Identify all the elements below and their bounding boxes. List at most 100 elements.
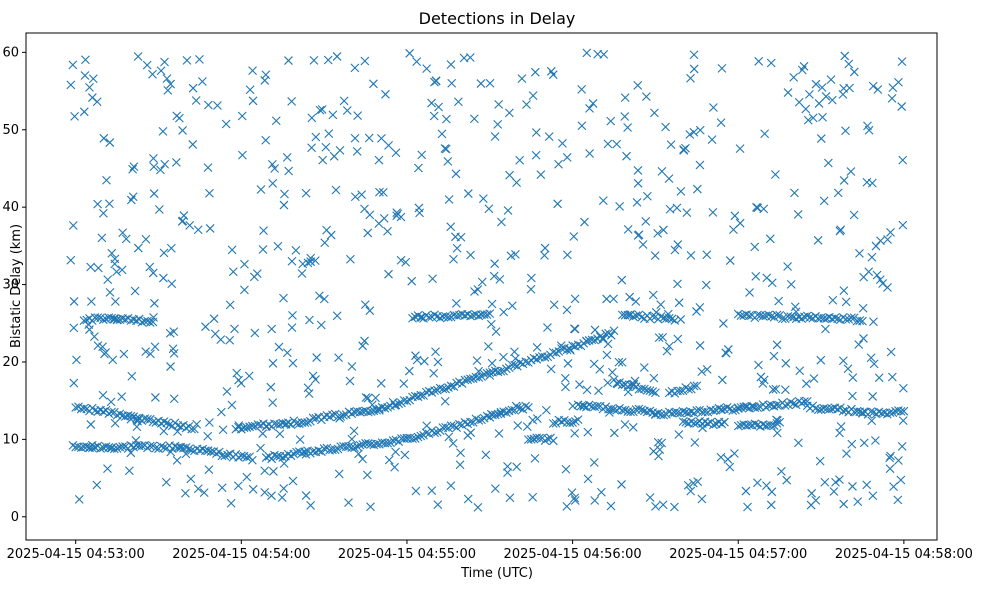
detection-point xyxy=(288,358,298,368)
detection-point xyxy=(774,296,784,306)
detection-point xyxy=(648,290,658,300)
detection-point xyxy=(128,192,138,202)
detection-point xyxy=(623,387,633,397)
detection-point xyxy=(312,353,322,362)
detection-point xyxy=(771,384,781,394)
detection-point xyxy=(268,179,278,188)
detection-point xyxy=(811,79,821,89)
detection-point xyxy=(98,407,108,417)
detection-point xyxy=(193,225,203,235)
detection-point xyxy=(871,436,880,445)
detection-point xyxy=(413,392,423,402)
detection-point xyxy=(101,348,111,357)
detection-point xyxy=(87,297,96,306)
detection-point xyxy=(540,251,549,260)
data-points xyxy=(66,48,909,512)
detection-point xyxy=(663,309,673,319)
chart-title: Detections in Delay xyxy=(419,9,576,28)
detection-point xyxy=(446,60,456,69)
detection-point xyxy=(456,448,465,458)
detection-point xyxy=(350,443,359,453)
detection-point xyxy=(789,399,798,409)
detection-point xyxy=(626,407,635,417)
detection-point xyxy=(378,187,388,197)
detection-point xyxy=(372,405,381,415)
detection-point xyxy=(819,403,829,413)
detection-point xyxy=(617,275,627,285)
detection-point xyxy=(181,449,191,459)
detection-point xyxy=(310,256,320,265)
detection-point xyxy=(217,483,227,493)
detection-point xyxy=(573,340,583,350)
x-axis-ticks: 2025-04-15 04:53:00 2025-04-15 04:54:00 20… xyxy=(7,540,973,562)
detection-point xyxy=(236,378,246,388)
detection-point xyxy=(576,401,586,411)
detection-point xyxy=(674,430,684,439)
detection-point xyxy=(674,298,684,308)
detection-point xyxy=(733,309,743,319)
detection-point xyxy=(709,406,718,416)
detection-point xyxy=(440,144,450,153)
detection-point xyxy=(858,408,867,417)
detection-point xyxy=(204,465,214,475)
detection-point xyxy=(85,325,94,334)
detection-point xyxy=(606,116,616,126)
detection-point xyxy=(629,379,639,389)
detection-point xyxy=(182,55,192,65)
detection-point xyxy=(69,297,79,306)
detection-point xyxy=(733,421,743,431)
detection-point xyxy=(214,447,224,457)
detection-point xyxy=(846,167,856,176)
detection-point xyxy=(575,380,584,389)
detection-point xyxy=(408,434,417,443)
detection-point xyxy=(573,415,583,425)
detection-point xyxy=(786,397,796,407)
detection-point xyxy=(391,148,401,158)
detection-point xyxy=(419,356,429,366)
detection-point xyxy=(507,360,517,370)
detection-point xyxy=(766,500,776,510)
detection-point xyxy=(801,104,811,114)
detection-point xyxy=(71,403,81,412)
detection-point xyxy=(583,427,593,437)
detection-point xyxy=(684,384,693,394)
detection-point xyxy=(897,102,907,111)
detection-point xyxy=(288,476,298,486)
detection-point xyxy=(434,102,443,112)
detection-point xyxy=(107,248,117,258)
detection-point xyxy=(301,450,311,459)
detection-point xyxy=(148,417,158,427)
detection-point xyxy=(225,300,235,310)
detection-point xyxy=(701,280,711,290)
detection-point xyxy=(154,205,164,214)
detection-point xyxy=(842,449,851,459)
detection-point xyxy=(268,398,278,408)
detection-point xyxy=(783,262,792,271)
detection-point xyxy=(563,250,572,260)
detection-point xyxy=(490,484,500,494)
detection-point xyxy=(698,423,707,433)
detection-point xyxy=(526,434,536,444)
detection-point xyxy=(69,323,79,333)
detection-point xyxy=(767,487,777,497)
detection-point xyxy=(487,358,497,368)
detection-point xyxy=(145,262,155,272)
detection-point xyxy=(563,359,573,368)
detection-point xyxy=(277,493,287,502)
detection-point xyxy=(149,313,158,322)
detection-point xyxy=(267,159,277,169)
detection-point xyxy=(772,415,781,425)
detection-point xyxy=(447,78,457,88)
detection-point xyxy=(331,185,341,195)
detection-point xyxy=(570,416,580,426)
detection-point xyxy=(800,397,809,406)
detection-point xyxy=(807,488,817,498)
detection-point xyxy=(781,358,791,368)
detection-point xyxy=(169,327,179,337)
detection-point xyxy=(247,421,257,431)
detection-point xyxy=(185,221,195,230)
detection-point xyxy=(821,324,830,334)
detection-point xyxy=(162,418,172,428)
detection-point xyxy=(766,58,776,68)
detection-point xyxy=(723,454,733,464)
